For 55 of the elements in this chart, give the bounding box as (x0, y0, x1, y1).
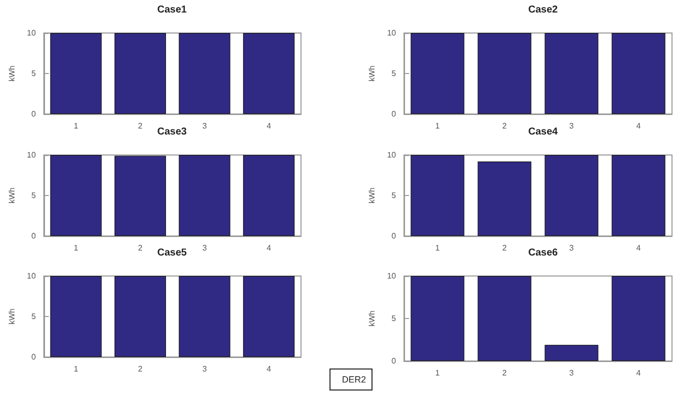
x-tick-label: 1 (74, 364, 79, 374)
y-tick-label: 10 (387, 28, 397, 38)
x-tick-label: 1 (74, 244, 79, 252)
x-tick-label: 2 (502, 244, 508, 252)
y-axis-title: kWh (368, 66, 377, 82)
y-axis-title: kWh (8, 308, 16, 324)
x-tick-label: 1 (435, 122, 440, 130)
y-tick-label: 10 (387, 272, 397, 280)
y-tick-label: 10 (26, 272, 36, 280)
y-tick-label: 5 (392, 314, 397, 323)
x-tick-label: 3 (569, 368, 574, 378)
x-tick-label: 2 (502, 122, 508, 130)
chart-title: Case6 (528, 248, 558, 258)
chart-title: Case1 (157, 4, 188, 16)
x-tick-label: 4 (636, 244, 642, 252)
x-tick-label: 3 (202, 122, 208, 130)
y-tick-label: 0 (392, 356, 397, 366)
x-tick-label: 1 (74, 122, 79, 130)
chart-title: Case2 (528, 4, 558, 16)
x-tick-label: 3 (202, 364, 208, 374)
x-tick-label: 2 (502, 368, 508, 378)
y-tick-label: 10 (387, 150, 397, 160)
y-axis-title: kWh (368, 188, 377, 204)
x-tick-label: 2 (138, 122, 144, 130)
y-tick-label: 0 (392, 232, 397, 240)
x-tick-label: 4 (636, 122, 642, 130)
y-tick-label: 0 (392, 110, 397, 118)
y-tick-label: 10 (26, 28, 36, 38)
y-tick-label: 5 (31, 191, 36, 200)
y-tick-label: 0 (31, 110, 36, 118)
x-tick-label: 4 (266, 244, 272, 252)
chart-title: Case3 (157, 126, 188, 138)
text: DER2 (342, 374, 366, 384)
y-tick-label: 0 (31, 352, 36, 362)
x-tick-label: 4 (266, 364, 272, 374)
y-tick-label: 10 (26, 150, 36, 160)
y-axis-title: kWh (8, 66, 16, 82)
x-tick-label: 1 (435, 368, 440, 378)
x-tick-label: 3 (569, 122, 574, 130)
y-axis-title: kWh (8, 188, 16, 204)
y-tick-label: 5 (31, 69, 36, 78)
x-tick-label: 3 (569, 244, 574, 252)
x-tick-label: 4 (266, 122, 272, 130)
y-tick-label: 5 (392, 191, 397, 200)
x-tick-label: 2 (138, 364, 144, 374)
chart-title: Case4 (528, 126, 558, 138)
y-tick-label: 5 (392, 69, 397, 78)
x-tick-label: 2 (138, 244, 144, 252)
x-tick-label: 4 (636, 368, 642, 378)
chart-title: Case5 (157, 248, 188, 258)
x-tick-label: 1 (435, 244, 440, 252)
y-tick-label: 5 (31, 312, 36, 321)
x-tick-label: 3 (202, 244, 208, 252)
y-axis-title: kWh (368, 310, 377, 326)
y-tick-label: 0 (31, 232, 36, 240)
